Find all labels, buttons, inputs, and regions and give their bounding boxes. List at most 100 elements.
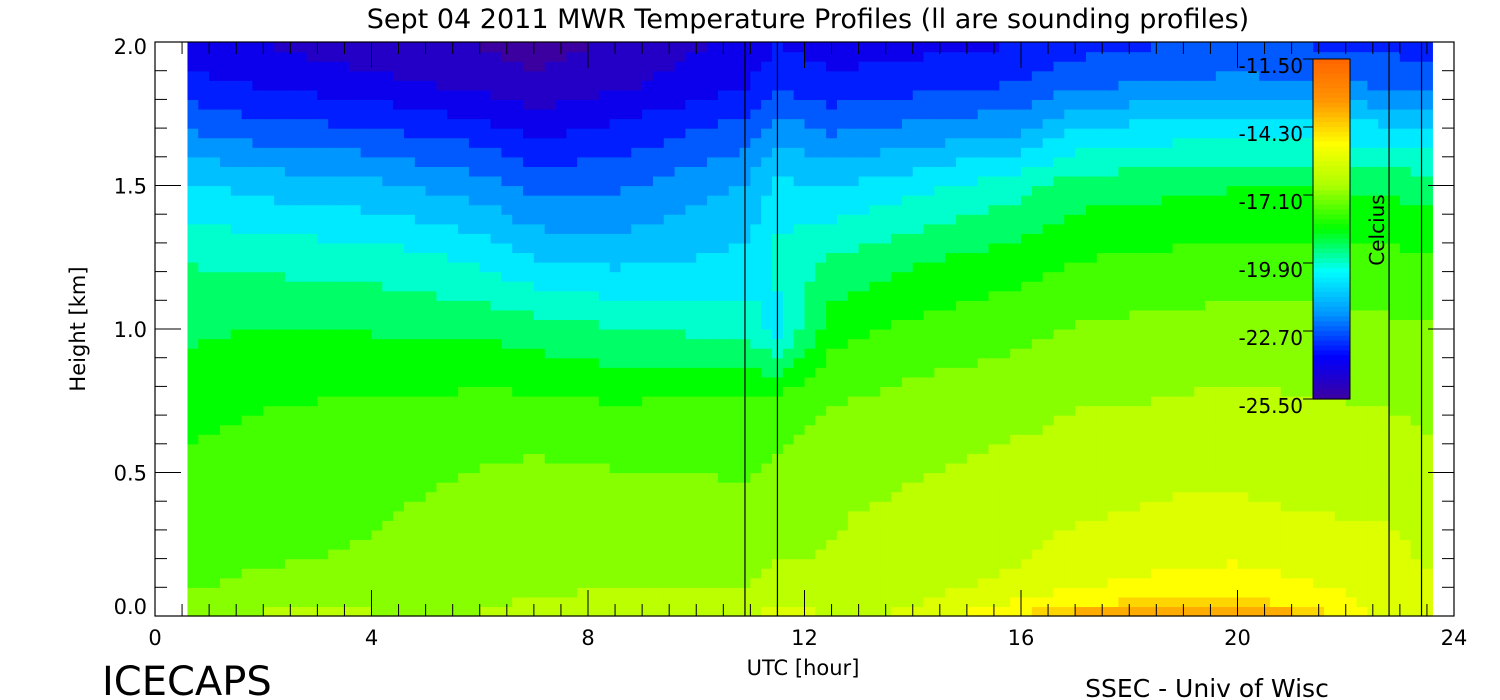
- heatmap-cell: [544, 99, 557, 110]
- heatmap-cell: [349, 482, 362, 493]
- heatmap-cell: [685, 357, 697, 368]
- heatmap-cell: [652, 558, 665, 569]
- heatmap-cell: [1042, 510, 1055, 521]
- heatmap-cell: [826, 300, 838, 311]
- heatmap-cell: [815, 61, 827, 72]
- heatmap-cell: [609, 482, 622, 493]
- heatmap-cell: [588, 99, 600, 110]
- heatmap-cell: [750, 223, 762, 234]
- heatmap-cell: [956, 118, 968, 129]
- heatmap-cell: [468, 128, 481, 139]
- heatmap-cell: [674, 472, 687, 483]
- heatmap-cell: [598, 309, 611, 321]
- heatmap-cell: [533, 539, 546, 550]
- heatmap-cell: [858, 606, 871, 617]
- heatmap-cell: [241, 482, 254, 493]
- heatmap-cell: [295, 51, 308, 62]
- heatmap-cell: [371, 166, 383, 177]
- heatmap-cell: [533, 606, 546, 617]
- heatmap-cell: [869, 128, 881, 139]
- heatmap-cell: [782, 606, 795, 617]
- heatmap-cell: [988, 453, 1000, 464]
- heatmap-cell: [187, 271, 199, 282]
- heatmap-cell: [912, 329, 925, 340]
- heatmap-cell: [815, 108, 827, 120]
- heatmap-cell: [620, 300, 632, 311]
- heatmap-cell: [230, 453, 243, 464]
- heatmap-cell: [1031, 214, 1044, 225]
- heatmap-cell: [620, 443, 632, 454]
- heatmap-cell: [414, 415, 427, 426]
- heatmap-cell: [274, 434, 286, 445]
- heatmap-cell: [782, 338, 795, 349]
- heatmap-cell: [512, 415, 524, 426]
- heatmap-cell: [317, 156, 329, 167]
- heatmap-cell: [642, 51, 654, 62]
- heatmap-cell: [339, 70, 351, 81]
- heatmap-cell: [490, 42, 502, 53]
- heatmap-cell: [642, 61, 654, 72]
- heatmap-cell: [263, 252, 275, 263]
- heatmap-cell: [501, 118, 513, 129]
- heatmap-cell: [977, 319, 990, 330]
- heatmap-cell: [966, 166, 979, 177]
- heatmap-cell: [436, 472, 448, 483]
- heatmap-cell: [945, 89, 957, 100]
- heatmap-cell: [523, 386, 535, 397]
- heatmap-cell: [414, 242, 427, 254]
- heatmap-cell: [1053, 367, 1065, 378]
- heatmap-cell: [945, 290, 957, 301]
- heatmap-cell: [782, 596, 795, 608]
- heatmap-cell: [750, 443, 762, 454]
- heatmap-cell: [793, 529, 806, 541]
- heatmap-cell: [490, 99, 502, 110]
- heatmap-cell: [187, 424, 199, 435]
- heatmap-cell: [1031, 233, 1044, 244]
- heatmap-cell: [566, 128, 578, 139]
- heatmap-cell: [728, 510, 741, 521]
- heatmap-cell: [219, 242, 232, 254]
- heatmap-cell: [631, 204, 643, 215]
- heatmap-cell: [761, 300, 773, 311]
- heatmap-cell: [501, 156, 513, 167]
- heatmap-cell: [642, 491, 654, 502]
- heatmap-cell: [620, 568, 632, 579]
- heatmap-cell: [793, 175, 806, 187]
- heatmap-cell: [317, 549, 329, 560]
- heatmap-cell: [793, 395, 806, 407]
- heatmap-cell: [479, 510, 492, 521]
- heatmap-cell: [436, 577, 448, 588]
- heatmap-cell: [696, 443, 708, 454]
- heatmap-cell: [685, 262, 697, 273]
- heatmap-cell: [1042, 529, 1055, 541]
- heatmap-cell: [512, 376, 524, 387]
- heatmap-cell: [414, 99, 427, 110]
- heatmap-cell: [306, 587, 318, 598]
- heatmap-cell: [209, 42, 221, 53]
- heatmap-cell: [577, 329, 589, 340]
- heatmap-cell: [988, 262, 1000, 273]
- heatmap-cell: [274, 395, 286, 407]
- heatmap-cell: [1064, 61, 1076, 72]
- heatmap-cell: [609, 166, 622, 177]
- heatmap-cell: [588, 491, 600, 502]
- heatmap-cell: [999, 147, 1011, 158]
- heatmap-cell: [728, 606, 741, 617]
- heatmap-cell: [436, 491, 448, 502]
- heatmap-cell: [869, 262, 881, 273]
- heatmap-cell: [609, 214, 622, 225]
- heatmap-cell: [609, 185, 622, 196]
- heatmap-cell: [328, 61, 340, 72]
- heatmap-cell: [501, 214, 513, 225]
- heatmap-cell: [934, 147, 946, 158]
- heatmap-cell: [1053, 348, 1065, 359]
- heatmap-cell: [447, 290, 459, 301]
- heatmap-cell: [804, 166, 816, 177]
- heatmap-cell: [934, 223, 946, 234]
- heatmap-cell: [425, 51, 438, 62]
- heatmap-cell: [414, 108, 427, 120]
- heatmap-cell: [869, 204, 881, 215]
- heatmap-cell: [360, 309, 373, 321]
- heatmap-cell: [782, 281, 795, 292]
- heatmap-cell: [501, 529, 513, 541]
